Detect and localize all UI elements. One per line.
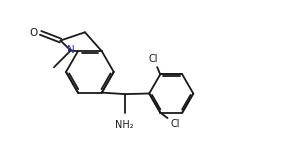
Text: NH₂: NH₂ xyxy=(115,120,134,130)
Text: Cl: Cl xyxy=(149,54,158,64)
Text: Cl: Cl xyxy=(171,119,180,129)
Text: O: O xyxy=(30,28,38,38)
Text: N: N xyxy=(67,45,75,56)
